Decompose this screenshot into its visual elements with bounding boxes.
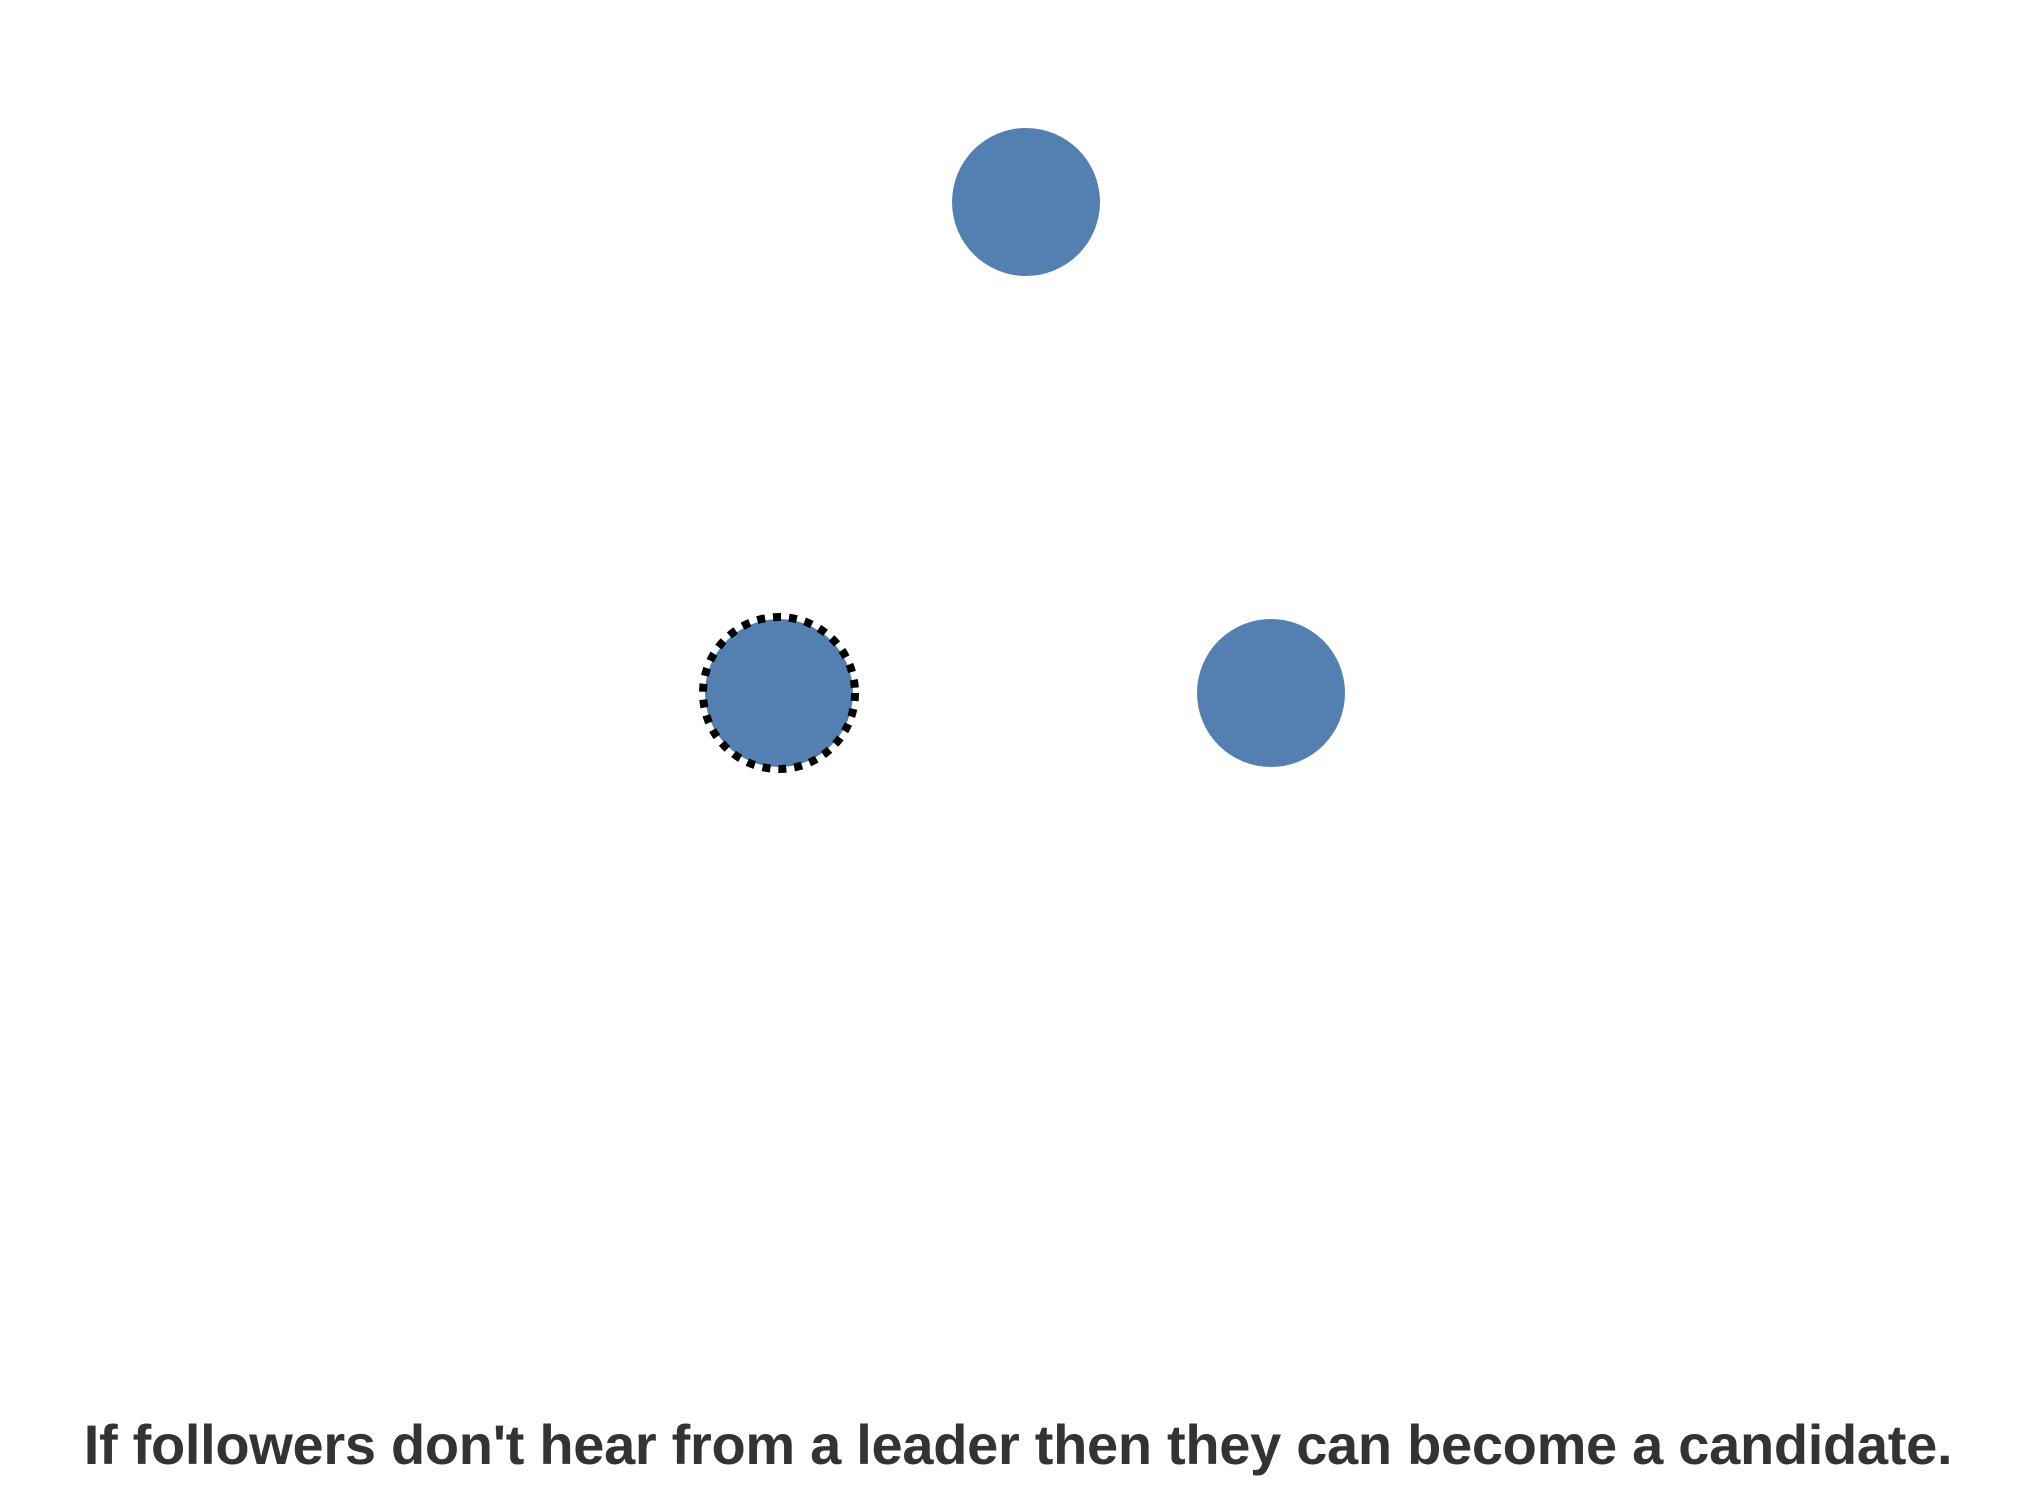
node-left-circle xyxy=(705,619,853,767)
node-top-circle xyxy=(952,128,1100,276)
node-right-circle xyxy=(1197,619,1345,767)
node-top xyxy=(952,128,1100,276)
node-right xyxy=(1197,619,1345,767)
election-timeout-ring xyxy=(699,613,859,773)
node-left xyxy=(699,613,859,773)
caption: If followers don't hear from a leader th… xyxy=(83,1413,1953,1476)
